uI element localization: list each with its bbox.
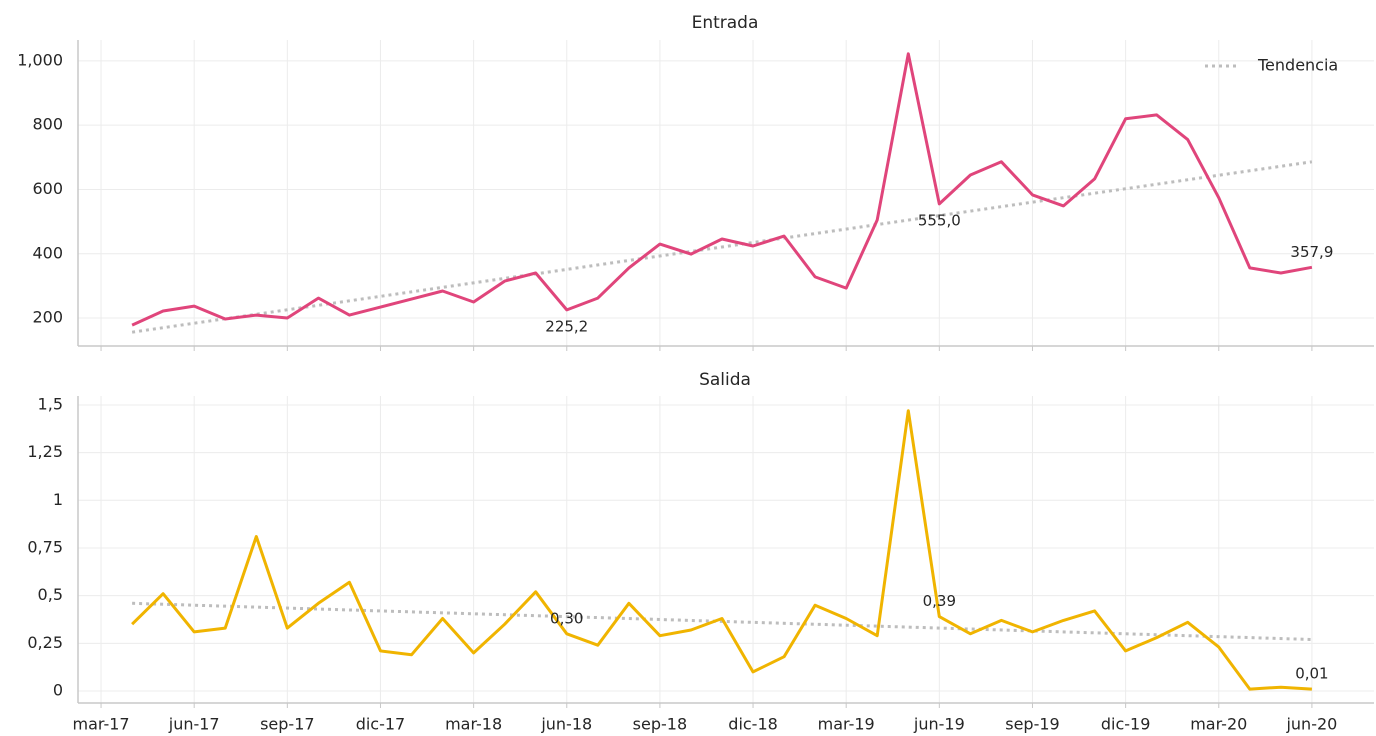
- x-tick-label: jun-19: [913, 715, 965, 734]
- x-tick-label: jun-17: [168, 715, 220, 734]
- value-label: 225,2: [545, 317, 588, 335]
- x-tick-label: dic-19: [1101, 715, 1151, 734]
- value-label: 0,01: [1295, 665, 1328, 683]
- trend-line: [131, 160, 1313, 334]
- value-label: 357,9: [1290, 243, 1333, 261]
- y-tick-label: 200: [32, 308, 63, 327]
- value-label: 0,39: [923, 592, 956, 610]
- x-tick-label: mar-17: [73, 715, 130, 734]
- x-tick-label: mar-20: [1190, 715, 1247, 734]
- x-tick-label: jun-18: [540, 715, 592, 734]
- y-tick-label: 1,5: [38, 394, 63, 413]
- x-tick-label: dic-17: [356, 715, 406, 734]
- y-tick-label: 400: [32, 243, 63, 262]
- x-tick-label: dic-18: [728, 715, 778, 734]
- x-tick-label: sep-17: [260, 715, 314, 734]
- x-tick-label: sep-18: [633, 715, 687, 734]
- data-line: [131, 409, 1312, 691]
- y-tick-label: 600: [32, 179, 63, 198]
- legend-label: Tendencia: [1257, 56, 1338, 75]
- value-label: 0,30: [550, 609, 583, 627]
- y-tick-label: 1: [53, 490, 63, 509]
- x-tick-label: jun-20: [1285, 715, 1337, 734]
- x-tick-label: mar-19: [818, 715, 875, 734]
- chart-title: Entrada: [692, 13, 759, 33]
- y-tick-label: 0,5: [38, 585, 63, 604]
- x-tick-label: mar-18: [445, 715, 502, 734]
- y-tick-label: 0,25: [27, 633, 63, 652]
- chart-title: Salida: [699, 370, 751, 390]
- y-tick-label: 0: [53, 680, 63, 699]
- y-tick-label: 1,25: [27, 442, 63, 461]
- x-tick-label: sep-19: [1005, 715, 1059, 734]
- value-label: 555,0: [918, 211, 961, 229]
- y-tick-label: 800: [32, 115, 63, 134]
- y-tick-label: 0,75: [27, 537, 63, 556]
- y-tick-label: 1,000: [17, 50, 63, 69]
- data-line: [131, 52, 1313, 327]
